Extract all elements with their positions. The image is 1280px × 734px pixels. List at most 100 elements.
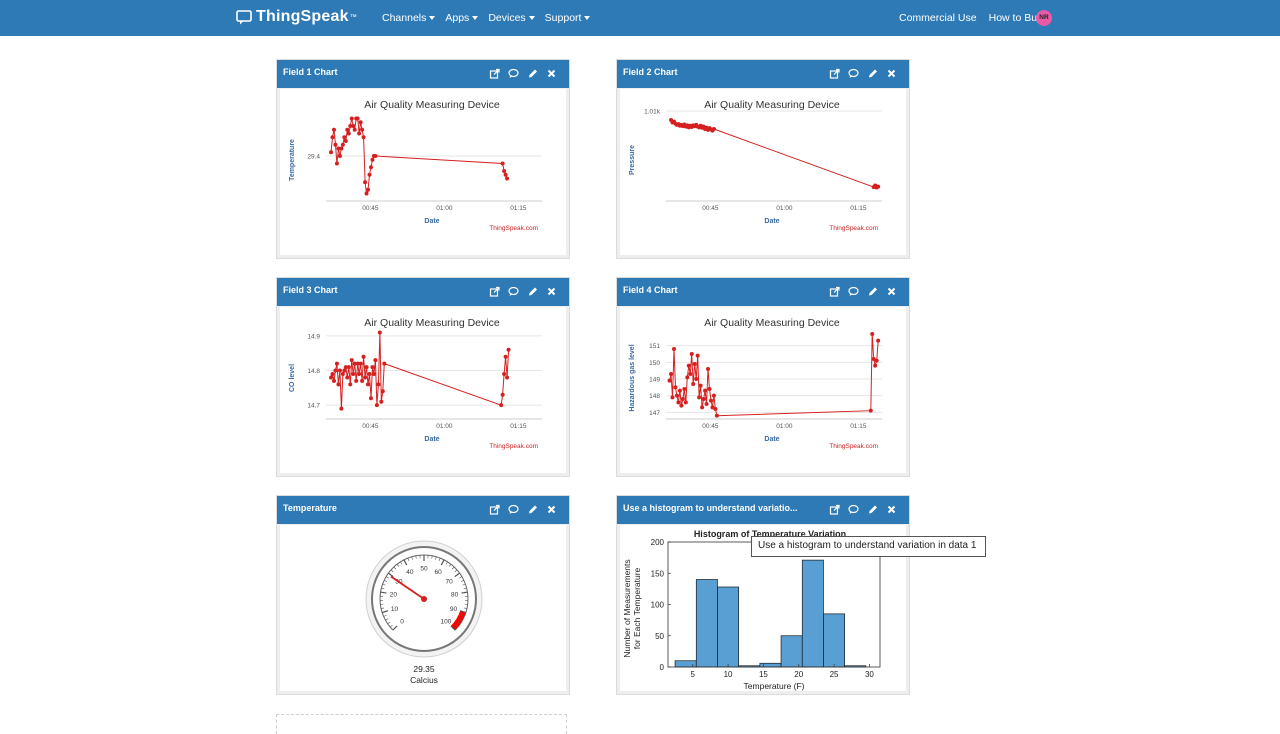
commercial-use-link[interactable]: Commercial Use xyxy=(899,12,977,24)
data-point[interactable] xyxy=(333,143,337,147)
data-point[interactable] xyxy=(362,135,366,139)
pencil-icon[interactable] xyxy=(527,66,538,80)
data-point[interactable] xyxy=(370,365,374,369)
data-point[interactable] xyxy=(366,188,370,192)
data-point[interactable] xyxy=(363,180,367,184)
data-point[interactable] xyxy=(501,162,505,166)
add-widget-placeholder[interactable] xyxy=(276,714,567,734)
data-point[interactable] xyxy=(365,365,369,369)
data-point[interactable] xyxy=(507,348,511,352)
data-point[interactable] xyxy=(351,372,355,376)
data-point[interactable] xyxy=(332,379,336,383)
external-link-icon[interactable] xyxy=(489,284,500,298)
data-point[interactable] xyxy=(504,355,508,359)
data-point[interactable] xyxy=(338,154,342,158)
data-point[interactable] xyxy=(672,347,676,351)
data-point[interactable] xyxy=(367,173,371,177)
data-point[interactable] xyxy=(347,132,351,136)
close-icon[interactable] xyxy=(546,284,557,298)
histogram-bar[interactable] xyxy=(760,663,781,667)
close-icon[interactable] xyxy=(546,66,557,80)
data-point[interactable] xyxy=(505,177,509,181)
data-point[interactable] xyxy=(682,387,686,391)
menu-channels[interactable]: Channels xyxy=(382,12,435,24)
data-point[interactable] xyxy=(357,132,361,136)
histogram-bar[interactable] xyxy=(675,661,696,667)
data-point[interactable] xyxy=(690,352,694,356)
comment-icon[interactable] xyxy=(508,502,519,516)
data-point[interactable] xyxy=(362,355,366,359)
data-point[interactable] xyxy=(671,395,675,399)
menu-apps[interactable]: Apps xyxy=(445,12,478,24)
histogram-bar[interactable] xyxy=(717,587,738,667)
data-point[interactable] xyxy=(369,165,373,169)
data-point[interactable] xyxy=(696,354,700,358)
data-point[interactable] xyxy=(688,372,692,376)
data-point[interactable] xyxy=(504,173,508,177)
data-point[interactable] xyxy=(329,375,333,379)
data-point[interactable] xyxy=(351,124,355,128)
data-point[interactable] xyxy=(369,396,373,400)
data-point[interactable] xyxy=(345,128,349,132)
data-point[interactable] xyxy=(499,403,503,407)
data-point[interactable] xyxy=(702,397,706,401)
data-point[interactable] xyxy=(347,365,351,369)
data-point[interactable] xyxy=(697,395,701,399)
data-point[interactable] xyxy=(372,372,376,376)
data-point[interactable] xyxy=(699,384,703,388)
data-point[interactable] xyxy=(348,382,352,386)
data-point[interactable] xyxy=(681,397,685,401)
data-point[interactable] xyxy=(869,409,873,413)
data-point[interactable] xyxy=(685,375,689,379)
pencil-icon[interactable] xyxy=(867,502,878,516)
data-point[interactable] xyxy=(353,128,357,132)
histogram-bar[interactable] xyxy=(823,614,844,667)
data-point[interactable] xyxy=(693,362,697,366)
data-point[interactable] xyxy=(707,387,711,391)
data-point[interactable] xyxy=(679,404,683,408)
data-point[interactable] xyxy=(331,372,335,376)
data-point[interactable] xyxy=(712,127,716,131)
data-point[interactable] xyxy=(335,162,339,166)
data-point[interactable] xyxy=(331,135,335,139)
histogram-bar[interactable] xyxy=(802,560,823,667)
data-point[interactable] xyxy=(342,135,346,139)
data-point[interactable] xyxy=(687,364,691,368)
data-point[interactable] xyxy=(713,407,717,411)
data-point[interactable] xyxy=(675,394,679,398)
close-icon[interactable] xyxy=(546,502,557,516)
data-point[interactable] xyxy=(336,382,340,386)
data-point[interactable] xyxy=(376,382,380,386)
comment-icon[interactable] xyxy=(508,66,519,80)
data-point[interactable] xyxy=(354,379,358,383)
comment-icon[interactable] xyxy=(848,502,859,516)
data-point[interactable] xyxy=(712,394,716,398)
data-point[interactable] xyxy=(691,382,695,386)
data-point[interactable] xyxy=(502,372,506,376)
data-point[interactable] xyxy=(359,120,363,124)
data-point[interactable] xyxy=(373,358,377,362)
data-point[interactable] xyxy=(669,372,673,376)
data-point[interactable] xyxy=(705,402,709,406)
data-point[interactable] xyxy=(341,372,345,376)
data-point[interactable] xyxy=(360,128,364,132)
data-point[interactable] xyxy=(329,150,333,154)
data-point[interactable] xyxy=(382,362,386,366)
data-point[interactable] xyxy=(876,185,880,189)
data-point[interactable] xyxy=(709,399,713,403)
data-point[interactable] xyxy=(332,128,336,132)
data-point[interactable] xyxy=(366,382,370,386)
external-link-icon[interactable] xyxy=(829,66,840,80)
data-point[interactable] xyxy=(375,403,379,407)
histogram-bar[interactable] xyxy=(781,636,802,667)
data-point[interactable] xyxy=(365,192,369,196)
data-point[interactable] xyxy=(339,147,343,151)
data-point[interactable] xyxy=(378,330,382,334)
histogram-bar[interactable] xyxy=(696,580,717,668)
data-point[interactable] xyxy=(873,364,877,368)
data-point[interactable] xyxy=(502,169,506,173)
external-link-icon[interactable] xyxy=(489,502,500,516)
data-point[interactable] xyxy=(373,154,377,158)
comment-icon[interactable] xyxy=(508,284,519,298)
